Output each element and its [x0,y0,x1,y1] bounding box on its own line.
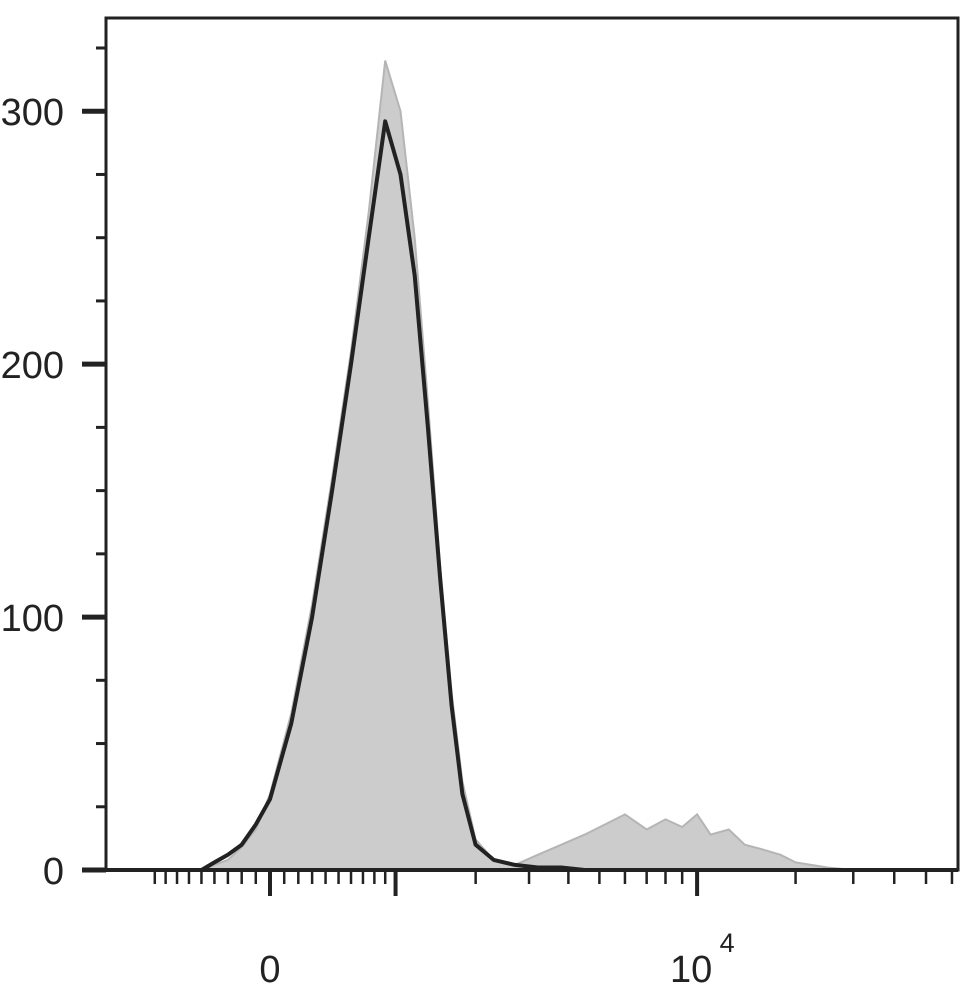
x-tick-exponent: 4 [720,928,735,958]
x-tick-label: 0 [259,949,280,991]
x-axis: 0104105106 [106,868,958,991]
x-tick-base: 0 [259,949,280,991]
plot-frame [104,16,960,872]
x-tick-label: 10 4 [670,928,735,991]
y-tick-label: 100 [1,598,64,640]
y-tick-label: 200 [1,345,64,387]
y-tick-label: 0 [43,851,64,893]
series-layer [200,60,958,872]
y-tick-label: 300 [1,92,64,134]
filled-histogram-series [201,60,958,871]
x-tick-base: 10 [670,949,712,991]
y-axis: 0 100 200 300 [1,18,108,893]
